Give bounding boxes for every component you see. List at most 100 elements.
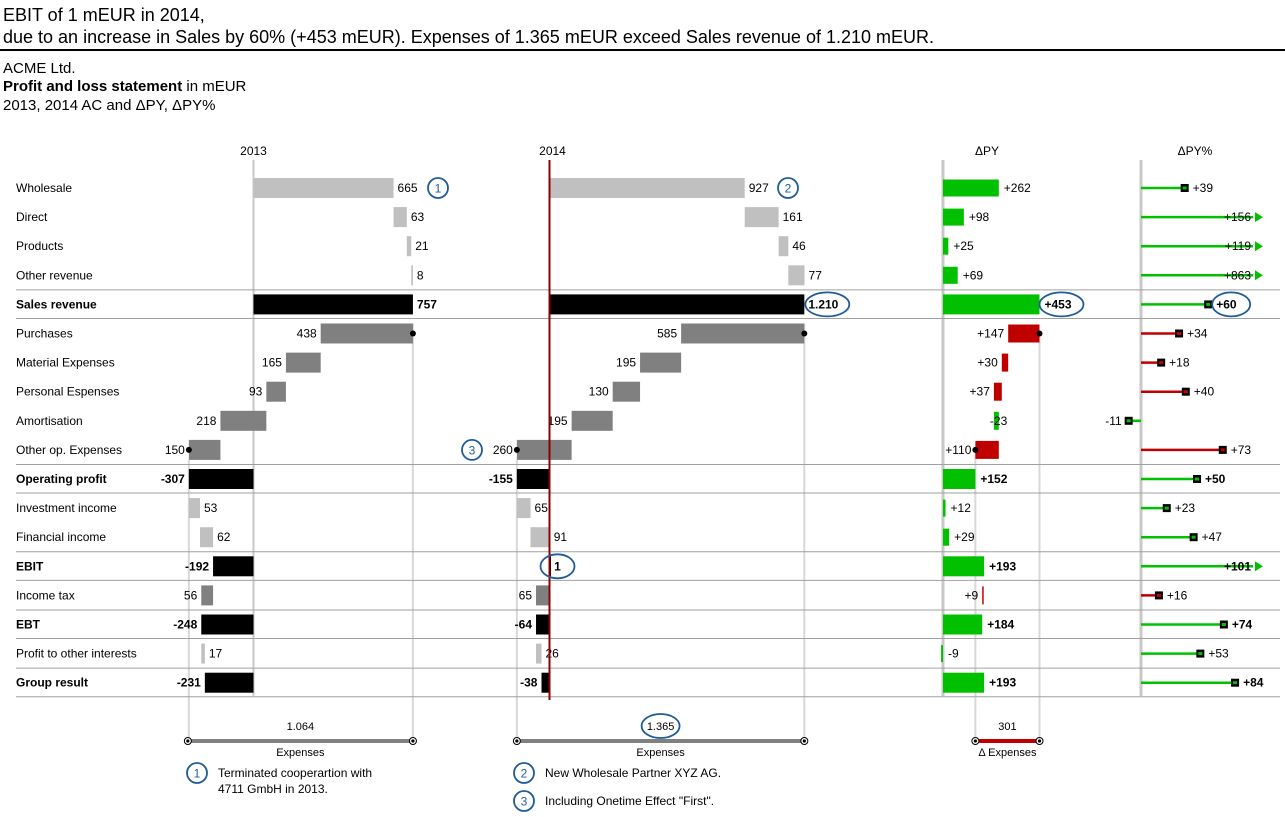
footnote-2-text: New Wholesale Partner XYZ AG. (545, 766, 721, 780)
data-label-dpy-percent: +53 (1208, 647, 1229, 661)
data-label-2014: 77 (809, 268, 823, 282)
data-label-dpy-percent: +50 (1205, 472, 1226, 486)
bar-2013 (200, 527, 214, 548)
data-label-dpy-percent: +74 (1232, 618, 1253, 632)
footnote-1-text: Terminated cooperartion with (218, 766, 372, 780)
data-label-dpy-percent: +863 (1224, 268, 1251, 282)
row-label: Material Expenses (16, 356, 115, 370)
data-label-dpy-percent: +39 (1193, 181, 1214, 195)
bar-2014 (612, 381, 641, 402)
bar-dpy (943, 614, 983, 635)
statement-name-bold: Profit and loss statement (3, 78, 183, 95)
data-label-dpy-percent: +73 (1231, 443, 1252, 457)
bar-2013 (188, 498, 201, 519)
pin-head-inner (1126, 419, 1131, 423)
data-label-2013: 757 (417, 297, 437, 311)
highlight-ellipse-sales-dpy (1038, 291, 1085, 318)
bar-dpy (943, 499, 946, 517)
data-label-2014: -155 (489, 472, 513, 486)
footnote-2-circle (513, 762, 535, 784)
bar-2013 (266, 381, 286, 402)
expense-label-2013: Expenses (276, 747, 325, 759)
bar-dpy-cost (1008, 324, 1040, 343)
callout-3 (461, 438, 483, 461)
data-label-2014: 65 (519, 588, 533, 602)
bar-2014 (530, 527, 550, 548)
data-label-2014: 195 (548, 414, 568, 428)
highlight-ellipse-expenses-2014 (640, 713, 681, 739)
chart-title-line-2: due to an increase in Sales by 60% (+453… (3, 27, 934, 47)
marker-dot (801, 330, 808, 337)
bar-2014 (778, 236, 789, 257)
data-label-2013: 53 (204, 501, 218, 515)
expense-label-2014: Expenses (636, 747, 685, 759)
bar-dpy (943, 208, 964, 226)
data-label-2013: -231 (177, 676, 201, 690)
expense-value-2013: 1.064 (287, 721, 315, 733)
data-label-2013: 150 (165, 443, 185, 457)
bar-2014 (571, 410, 613, 431)
column-header-2013: 2013 (240, 144, 267, 158)
bracket-end-dot (802, 739, 806, 743)
footnote-1-text-line-2: 4711 GmbH in 2013. (218, 782, 328, 796)
title-rule (0, 49, 1285, 51)
expense-value-delta: 301 (998, 721, 1016, 733)
callout-3-number: 3 (469, 443, 476, 457)
pin-overflow-arrow (1255, 212, 1263, 223)
bar-dpy (943, 469, 976, 489)
data-label-2013: -192 (185, 559, 209, 573)
bar-2013 (201, 585, 214, 606)
data-label-dpy-percent: +156 (1224, 210, 1251, 224)
data-label-2013: -307 (161, 472, 185, 486)
bar-2013 (411, 265, 413, 286)
bar-dpy-cost (993, 411, 999, 430)
callout-1-number: 1 (435, 182, 442, 196)
data-label-2013: -248 (173, 618, 197, 632)
data-label-2014: 26 (545, 647, 559, 661)
data-label-dpy: -23 (990, 414, 1008, 428)
data-label-dpy-percent: -11 (1105, 414, 1122, 428)
bracket-end-dot (515, 739, 519, 743)
highlight-ellipse-sales-2014 (804, 291, 851, 318)
bar-dpy-cost (993, 382, 1002, 401)
row-label: Other revenue (16, 268, 93, 282)
bar-dpy (943, 266, 958, 284)
row-label: Personal Espenses (16, 385, 119, 399)
bar-2013 (213, 556, 254, 577)
bar-2014 (788, 265, 805, 286)
marker-dot (513, 446, 520, 453)
data-label-dpy: +37 (970, 385, 991, 399)
data-label-2014: 65 (535, 501, 549, 515)
scenario-label: 2013, 2014 AC and ΔPY, ΔPY% (3, 97, 216, 114)
data-label-dpy: +453 (1044, 297, 1071, 311)
bracket-end-dot (186, 739, 190, 743)
bar-dpy (943, 672, 985, 693)
pin-head-inner (1183, 390, 1188, 394)
bar-dpy (943, 237, 949, 255)
bar-2014 (541, 672, 550, 693)
data-label-dpy: +69 (963, 268, 984, 282)
callout-1 (427, 177, 449, 199)
bar-2013 (201, 614, 254, 635)
pin-head-inner (1182, 186, 1187, 190)
bar-2013 (406, 236, 412, 257)
bar-2014 (516, 469, 550, 489)
bar-2014 (536, 585, 550, 606)
data-label-2013: 21 (415, 239, 429, 253)
pin-head-inner (1206, 302, 1211, 306)
bar-dpy (943, 556, 985, 577)
data-label-dpy: +193 (989, 559, 1016, 573)
footnote-2-number: 2 (521, 767, 528, 781)
bar-2013 (188, 439, 221, 460)
pin-head-inner (1177, 332, 1182, 335)
bracket-end-dot (1037, 739, 1042, 743)
footnote-1-number: 1 (194, 767, 201, 781)
bar-2013 (320, 323, 413, 344)
bar-2014 (536, 614, 550, 635)
data-label-dpy-percent: +119 (1225, 239, 1251, 253)
bracket-end-dot (411, 739, 415, 743)
data-label-dpy-percent: +47 (1202, 530, 1223, 544)
row-label: Direct (16, 210, 48, 224)
row-label: Wholesale (16, 181, 72, 195)
